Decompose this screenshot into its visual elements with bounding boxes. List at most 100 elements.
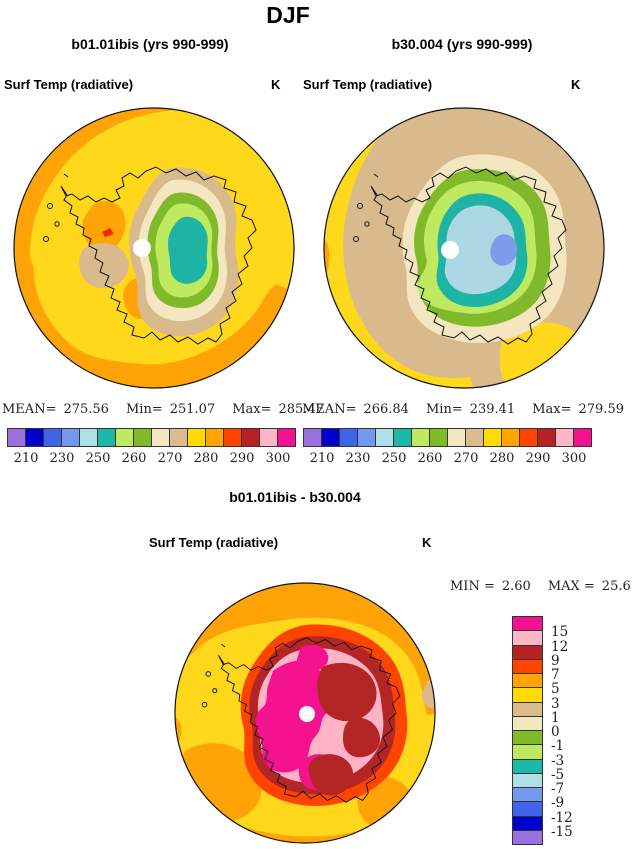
max-value: 279.59: [578, 402, 625, 417]
stats-left: MEAN= 275.56 Min= 251.07 Max= 285.47: [2, 402, 324, 417]
colorbar-cell: [430, 428, 448, 447]
colorbar-cell: [466, 428, 484, 447]
colorbar-tick: 290: [525, 451, 551, 466]
map-difference: [174, 582, 436, 844]
colorbar-tick: 9: [551, 652, 560, 669]
min-label: Min=: [125, 402, 163, 417]
colorbar-tick: 15: [551, 624, 569, 641]
colorbar-cell: [512, 716, 543, 731]
colorbar-tick: 250: [381, 451, 407, 466]
colorbar-tick: -1: [551, 738, 565, 755]
colorbar-tick: 1: [551, 709, 560, 726]
max-label: Max=: [532, 402, 572, 417]
colorbar-cell: [574, 428, 592, 447]
colorbar-cell: [44, 428, 62, 447]
colorbar-cell: [376, 428, 394, 447]
colorbar-cell: [340, 428, 358, 447]
colorbar-cell: [260, 428, 278, 447]
colorbar-cell: [322, 428, 340, 447]
colorbar-tick: 5: [551, 681, 560, 698]
map-b01-01ibis: [13, 107, 295, 389]
colorbar-diff: 15 12 9 7 5 3 1 0 -1 -3 -5 -7 -9 -12 -15: [512, 616, 602, 846]
colorbar-tick: 280: [193, 451, 219, 466]
colorbar-cell: [278, 428, 296, 447]
colorbar-temp-right: 210 230 250 260 270 280 290 300: [303, 428, 593, 470]
max-value: 25.61: [601, 579, 632, 594]
region-cornflower-blob: [490, 234, 518, 266]
colorbar-cell: [206, 428, 224, 447]
pole-marker: [441, 241, 459, 259]
colorbar-tick: -3: [551, 752, 565, 769]
figure-title: DJF: [266, 2, 310, 28]
colorbar-tick: 300: [561, 451, 587, 466]
colorbar-cell: [512, 631, 543, 646]
colorbar-tick: 280: [489, 451, 515, 466]
colorbar-tick: 12: [551, 638, 569, 655]
region-magenta-north-blob: [297, 645, 329, 672]
max-value: 285.47: [278, 402, 325, 417]
region-orange-peninsula: [82, 201, 126, 253]
min-value: 251.07: [169, 402, 216, 417]
colorbar-cell: [224, 428, 242, 447]
min-value: 239.41: [469, 402, 516, 417]
max-label: Max=: [232, 402, 272, 417]
colorbar-cell: [512, 674, 543, 689]
mean-value: 275.56: [63, 402, 109, 417]
colorbar-cell: [512, 830, 543, 845]
pole-marker: [133, 239, 151, 257]
colorbar-cell: [188, 428, 206, 447]
region-paleblue-core: [444, 205, 517, 295]
mean-value: 266.84: [363, 402, 409, 417]
colorbar-cell: [26, 428, 44, 447]
colorbar-tick: 210: [309, 451, 335, 466]
colorbar-cell: [412, 428, 430, 447]
colorbar-tick: 3: [551, 695, 560, 712]
pole-marker: [299, 706, 315, 722]
region-orange-south: [233, 825, 377, 843]
colorbar-cell: [512, 659, 543, 674]
min-value: 2.60: [501, 579, 531, 594]
map-b30-004: [323, 107, 605, 389]
colorbar-cell: [8, 428, 26, 447]
panel-right-field-label: Surf Temp (radiative): [303, 77, 433, 92]
colorbar-cell: [512, 759, 543, 774]
colorbar-tick: 260: [121, 451, 147, 466]
colorbar-cell: [556, 428, 574, 447]
colorbar-cell: [134, 428, 152, 447]
colorbar-cell: [358, 428, 376, 447]
colorbar-cell: [512, 816, 543, 831]
colorbar-tick: -7: [551, 781, 565, 797]
colorbar-cell: [304, 428, 322, 447]
colorbar-cell: [448, 428, 466, 447]
panel-left-title: b01.01ibis (yrs 990-999): [71, 36, 229, 52]
colorbar-tick: 290: [229, 451, 255, 466]
colorbar-tick: 260: [417, 451, 443, 466]
colorbar-tick: 0: [551, 724, 560, 740]
panel-right-title: b30.004 (yrs 990-999): [391, 36, 533, 52]
colorbar-tick: -15: [551, 823, 573, 840]
colorbar-cell: [512, 702, 543, 717]
colorbar-cell: [62, 428, 80, 447]
colorbar-cell: [484, 428, 502, 447]
colorbar-cell: [502, 428, 520, 447]
min-label: MIN =: [450, 579, 495, 594]
min-label: Min=: [425, 402, 463, 417]
colorbar-cell: [98, 428, 116, 447]
colorbar-tick: 230: [49, 451, 75, 466]
colorbar-tick: 230: [345, 451, 371, 466]
colorbar-cell: [512, 802, 543, 817]
region-red-mark: [102, 228, 114, 237]
colorbar-tick: -9: [551, 795, 565, 812]
mean-label: MEAN=: [302, 402, 357, 417]
panel-right-units: K: [571, 77, 581, 92]
colorbar-cell: [512, 645, 543, 660]
diff-title: b01.01ibis - b30.004: [229, 489, 361, 505]
colorbar-tick: 7: [551, 667, 560, 683]
colorbar-cell: [520, 428, 538, 447]
colorbar-tick: -5: [551, 766, 565, 783]
diff-units: K: [422, 535, 432, 550]
colorbar-tick: 250: [85, 451, 111, 466]
map-boundary: [174, 582, 436, 844]
stats-right: MEAN= 266.84 Min= 239.41 Max= 279.59: [302, 402, 624, 417]
